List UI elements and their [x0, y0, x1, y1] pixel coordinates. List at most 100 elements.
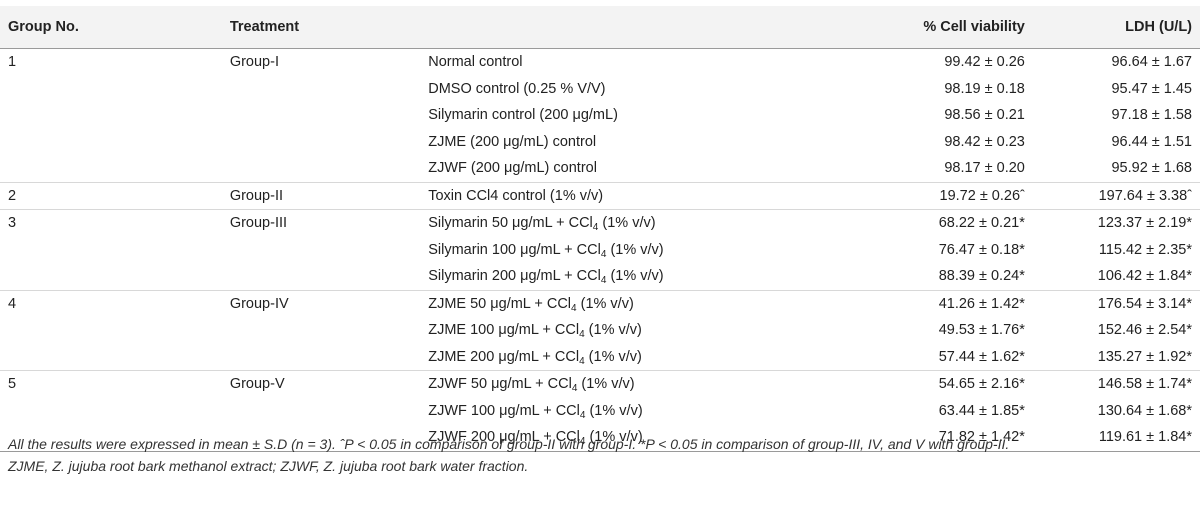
- treatment-text: ZJME 50 μg/mL + CCl: [428, 295, 572, 312]
- header-cell-viability: % Cell viability: [818, 6, 1025, 49]
- cell-viability: 99.42 ± 0.26: [944, 54, 1025, 71]
- header-treatment-blank: [428, 6, 819, 49]
- cell-treatment: Silymarin control (200 μg/mL): [428, 102, 818, 129]
- table-row: ZJWF 200 μg/mL + CCl4 (1% v/v) 71.82 ± 1.…: [0, 424, 1200, 452]
- cell-group-no: [0, 129, 230, 156]
- treatment-text-tail: (1% v/v): [606, 268, 664, 285]
- cell-group-no: 4: [0, 289, 230, 317]
- cell-treatment: ZJME 200 μg/mL + CCl4 (1% v/v): [428, 344, 818, 371]
- cell-treatment: Toxin CCl4 control (1% v/v): [428, 181, 819, 210]
- cell-ldh: 96.64 ± 1.67: [1111, 54, 1192, 71]
- cell-viability: 98.17 ± 0.20: [944, 160, 1025, 177]
- cell-ldh: 95.92 ± 1.68: [1111, 160, 1192, 177]
- treatment-text-tail: (1% v/v): [584, 322, 642, 339]
- cell-group-name: Group-IV: [229, 289, 429, 317]
- cell-ldh: 152.46 ± 2.54*: [1097, 322, 1192, 339]
- cell-group-no: [0, 155, 230, 182]
- treatment-text: ZJWF 100 μg/mL + CCl: [428, 402, 580, 419]
- table-row: 5 Group-V ZJWF 50 μg/mL + CCl4 (1% v/v) 54.…: [0, 370, 1200, 398]
- treatment-subscript: 4: [571, 383, 578, 395]
- table-row: 3 Group-III Silymarin 50 μg/mL + CCl4 (1% …: [0, 209, 1200, 237]
- cell-treatment: ZJWF 200 μg/mL + CCl4 (1% v/v): [428, 424, 819, 452]
- cell-group-no: [0, 424, 230, 452]
- treatment-text: ZJWF 200 μg/mL + CCl: [428, 429, 580, 446]
- cell-viability: 49.53 ± 1.76*: [938, 322, 1025, 339]
- cell-group-name: Group-I: [229, 54, 279, 71]
- header-treatment: Treatment: [229, 6, 429, 49]
- treatment-text-tail: (1% v/v): [598, 215, 656, 232]
- treatment-subscript: 4: [579, 409, 586, 421]
- header-ldh: LDH (U/L): [1024, 6, 1200, 49]
- cell-treatment: Silymarin 100 μg/mL + CCl4 (1% v/v): [428, 237, 818, 264]
- table-body: 1 Group-I Normal control 99.42 ± 0.26 96.64 …: [0, 49, 1200, 452]
- treatment-text-tail: (1% v/v): [606, 241, 664, 258]
- treatment-text-tail: (1% v/v): [585, 402, 643, 419]
- cell-viability: 19.72 ± 0.26ˆ: [818, 181, 1025, 210]
- cell-group-name: Group-II: [229, 181, 429, 210]
- treatment-text: Silymarin control (200 μg/mL): [428, 107, 618, 124]
- cell-ldh: 96.44 ± 1.51: [1111, 133, 1192, 150]
- cell-group-no: 2: [0, 181, 230, 210]
- treatment-text: DMSO control (0.25 % V/V): [428, 80, 606, 97]
- treatment-text: ZJWF 50 μg/mL + CCl: [428, 376, 572, 393]
- footnote-line-2: ZJME, Z. jujuba root bark methanol extra…: [8, 458, 529, 474]
- cell-group-no: 1: [8, 54, 17, 71]
- treatment-subscript: 4: [571, 302, 577, 314]
- cell-viability: 88.39 ± 0.24*: [938, 268, 1025, 285]
- cell-treatment: ZJME 50 μg/mL + CCl4 (1% v/v): [428, 289, 819, 317]
- cell-ldh: 176.54 ± 3.14*: [1024, 289, 1200, 317]
- cell-group-no: [0, 398, 230, 425]
- cell-treatment: ZJWF (200 μg/mL) control: [428, 155, 818, 182]
- header-group-no: Group No.: [0, 6, 230, 49]
- table-header-row: Group No. Treatment % Cell viability LDH…: [0, 6, 1200, 49]
- cell-group-name: Group-V: [229, 370, 429, 398]
- cell-group-name: [230, 76, 428, 103]
- treatment-subscript: 4: [579, 355, 585, 367]
- cell-treatment: Silymarin 200 μg/mL + CCl4 (1% v/v): [428, 263, 818, 290]
- cell-ldh: 119.61 ± 1.84*: [1024, 424, 1200, 452]
- cell-group-name: [230, 102, 428, 129]
- cell-group-name: [230, 317, 428, 344]
- treatment-subscript: 4: [600, 275, 607, 287]
- cell-viability: 98.19 ± 0.18: [944, 80, 1025, 97]
- cell-ldh: 197.64 ± 3.38ˆ: [1024, 181, 1200, 210]
- cell-group-no: [0, 317, 230, 344]
- cell-group-name: Group-III: [229, 209, 429, 237]
- table-footnote: All the results were expressed in mean ±…: [8, 433, 1192, 477]
- cell-viability: 68.22 ± 0.21*: [818, 209, 1025, 237]
- table-row: 1 Group-I Normal control 99.42 ± 0.26 96.64 …: [0, 49, 1200, 76]
- cell-viability: 71.82 ± 1.42*: [818, 424, 1025, 452]
- cell-treatment: ZJME 100 μg/mL + CCl4 (1% v/v): [428, 317, 818, 344]
- cell-viability: 57.44 ± 1.62*: [938, 348, 1025, 365]
- cell-viability: 98.56 ± 0.21: [944, 107, 1025, 124]
- cell-group-name: [229, 424, 429, 452]
- table-row: ZJME 200 μg/mL + CCl4 (1% v/v) 57.44 ± 1.…: [0, 344, 1200, 371]
- treatment-text-tail: (1% v/v): [584, 348, 642, 365]
- cell-viability: 54.65 ± 2.16*: [818, 370, 1025, 398]
- cell-ldh: 130.64 ± 1.68*: [1097, 402, 1192, 419]
- table-row: ZJME 100 μg/mL + CCl4 (1% v/v) 49.53 ± 1.…: [0, 317, 1200, 344]
- treatment-text: ZJWF (200 μg/mL) control: [428, 160, 597, 177]
- cell-ldh: 146.58 ± 1.74*: [1024, 370, 1200, 398]
- cell-group-name: [230, 344, 428, 371]
- treatment-subscript: 4: [600, 248, 607, 260]
- cell-treatment: Silymarin 50 μg/mL + CCl4 (1% v/v): [428, 209, 819, 237]
- treatment-text: Silymarin 100 μg/mL + CCl: [428, 241, 601, 258]
- treatment-text-tail: (1% v/v): [577, 376, 635, 393]
- treatment-subscript: 4: [592, 222, 599, 234]
- table-row: Silymarin 100 μg/mL + CCl4 (1% v/v) 76.47…: [0, 237, 1200, 264]
- table-row: ZJWF (200 μg/mL) control 98.17 ± 0.20 95.9…: [0, 155, 1200, 182]
- cell-group-no: [0, 263, 230, 290]
- cell-group-no: [0, 76, 230, 103]
- cell-group-name: [230, 129, 428, 156]
- table-row: Silymarin 200 μg/mL + CCl4 (1% v/v) 88.39…: [0, 263, 1200, 290]
- cell-treatment: DMSO control (0.25 % V/V): [428, 76, 818, 103]
- cell-treatment: ZJWF 100 μg/mL + CCl4 (1% v/v): [428, 398, 818, 425]
- results-table: Group No. Treatment % Cell viability LDH…: [0, 6, 1200, 452]
- treatment-text-tail: (1% v/v): [576, 295, 634, 312]
- cell-group-no: 5: [0, 370, 230, 398]
- cell-treatment: Normal control: [428, 49, 818, 76]
- table-row: DMSO control (0.25 % V/V) 98.19 ± 0.18 95.…: [0, 76, 1200, 103]
- cell-viability: 41.26 ± 1.42*: [818, 289, 1025, 317]
